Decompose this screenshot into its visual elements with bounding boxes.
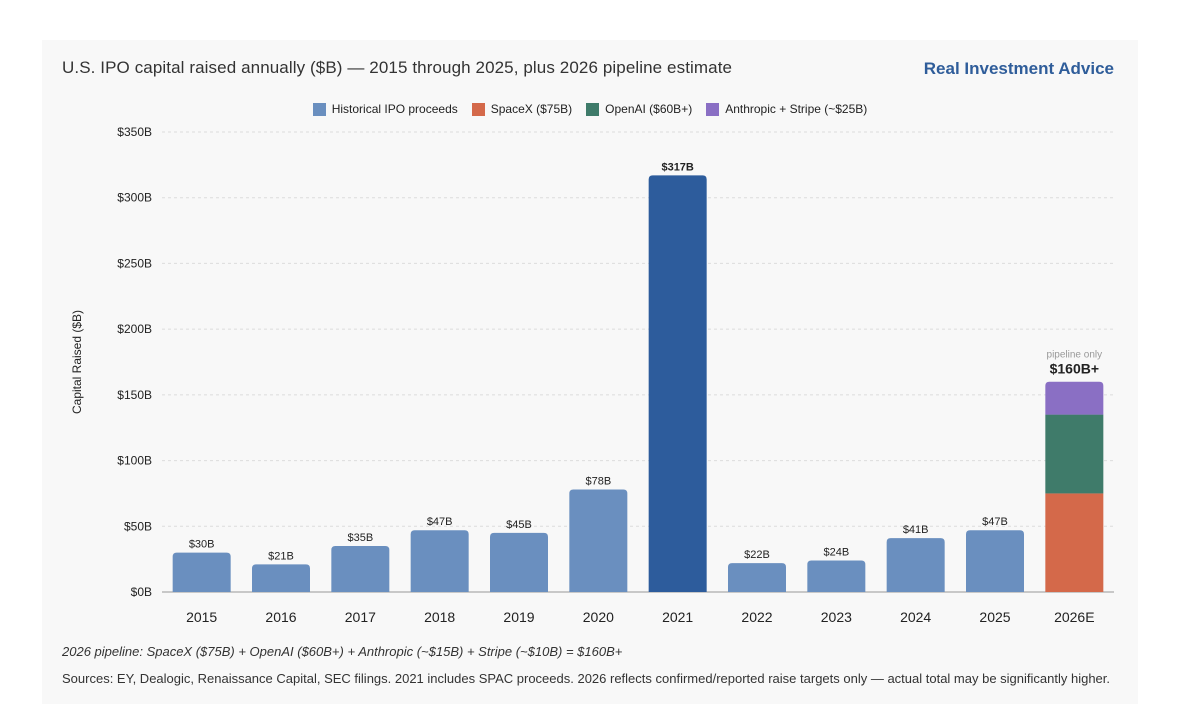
legend-swatch [312, 102, 326, 116]
data-label: $47B [982, 516, 1008, 528]
bar-2022-historical [728, 563, 786, 592]
bar-2016-historical [252, 564, 310, 592]
legend-label: Anthropic + Stripe (~$25B) [725, 102, 868, 116]
x-tick-label: 2017 [345, 609, 376, 625]
data-label: $78B [585, 475, 611, 487]
x-tick-label: 2018 [424, 609, 455, 625]
bar-2015-historical [172, 552, 231, 592]
x-tick-label: 2015 [186, 609, 217, 625]
y-tick-label: $300B [117, 191, 152, 205]
data-label: $45B [506, 519, 532, 531]
legend-item-openai: OpenAI ($60B+) [586, 102, 692, 116]
data-label: $30B [189, 539, 215, 551]
bar-2026E-segment-3 [1045, 381, 1104, 415]
x-tick-label: 2019 [503, 609, 534, 625]
y-tick-label: $350B [117, 125, 152, 139]
y-tick-label: $50B [124, 519, 152, 533]
y-tick-label: $0B [131, 585, 152, 599]
x-tick-label: 2020 [583, 609, 614, 625]
x-tick-label: 2016 [265, 609, 296, 625]
sources-footnote: Sources: EY, Dealogic, Renaissance Capit… [62, 671, 1111, 686]
data-label: $160B+ [1050, 361, 1099, 377]
chart-legend: Historical IPO proceeds SpaceX ($75B) Op… [42, 102, 1138, 116]
y-tick-label: $250B [117, 256, 152, 270]
bar-2017-historical [331, 546, 390, 592]
x-tick-label: 2025 [979, 609, 1010, 625]
y-tick-label: $150B [117, 388, 152, 402]
data-label: $47B [427, 516, 453, 528]
legend-item-spacex: SpaceX ($75B) [471, 102, 573, 116]
bar-2021-historical [648, 175, 707, 592]
bar-2020-historical [569, 489, 628, 592]
data-label: $317B [661, 161, 693, 173]
data-label: $24B [823, 546, 849, 558]
pipeline-footnote: 2026 pipeline: SpaceX ($75B) + OpenAI ($… [62, 644, 623, 659]
bar-2026E-segment-1 [1045, 493, 1104, 592]
bar-2018-historical [410, 530, 469, 592]
data-label: $21B [268, 550, 294, 562]
bar-2026E-segment-2 [1045, 414, 1104, 494]
bar-2019-historical [490, 532, 548, 592]
data-label: $22B [744, 549, 770, 561]
legend-label: OpenAI ($60B+) [605, 102, 693, 116]
y-axis-label: Capital Raised ($B) [70, 310, 84, 414]
bar-chart: $0B $50B $100B $150B $200B $250B $300B $350B Cap… [70, 125, 1114, 625]
legend-swatch [471, 102, 485, 116]
y-tick-label: $100B [117, 454, 152, 468]
brand-logo-text[interactable]: Real Investment Advice [923, 59, 1114, 78]
chart-card: U.S. IPO capital raised annually ($B) — … [42, 40, 1138, 704]
legend-item-historical: Historical IPO proceeds [312, 102, 458, 116]
annotation-label: pipeline only [1047, 350, 1103, 361]
bar-2023-historical [807, 560, 866, 592]
data-label: $41B [903, 524, 929, 536]
chart-title: U.S. IPO capital raised annually ($B) — … [62, 58, 733, 77]
legend-label: SpaceX ($75B) [490, 102, 573, 116]
x-tick-label: 2024 [900, 609, 931, 625]
legend-swatch [586, 102, 600, 116]
legend-label: Historical IPO proceeds [331, 102, 458, 116]
data-label: $35B [347, 532, 373, 544]
legend-item-anthropic-stripe: Anthropic + Stripe (~$25B) [706, 102, 867, 116]
y-tick-label: $200B [117, 322, 152, 336]
legend-swatch [706, 102, 720, 116]
bar-2025-historical [966, 530, 1024, 592]
bar-2024-historical [886, 538, 945, 592]
x-tick-label: 2023 [821, 609, 852, 625]
x-tick-label: 2022 [741, 609, 772, 625]
x-tick-label: 2026E [1054, 609, 1094, 625]
x-tick-label: 2021 [662, 609, 693, 625]
